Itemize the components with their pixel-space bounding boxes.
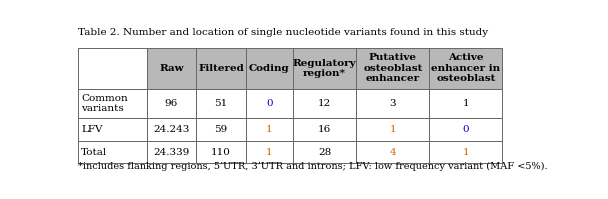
Bar: [147, 118, 196, 141]
Text: 96: 96: [165, 99, 178, 108]
Text: 1: 1: [390, 125, 396, 134]
Text: Filtered: Filtered: [198, 64, 244, 73]
Text: 24.339: 24.339: [153, 148, 190, 157]
Bar: [246, 141, 293, 163]
Bar: [429, 89, 502, 118]
Text: Coding: Coding: [249, 64, 289, 73]
Bar: [78, 118, 147, 141]
Text: 1: 1: [266, 125, 272, 134]
Text: Common
variants: Common variants: [81, 94, 128, 113]
Bar: [78, 141, 147, 163]
Text: *includes flanking regions, 5’UTR, 3’UTR and introns; LFV: low frequency variant: *includes flanking regions, 5’UTR, 3’UTR…: [78, 162, 548, 171]
Bar: [147, 89, 196, 118]
Text: Active
enhancer in
osteoblast: Active enhancer in osteoblast: [431, 54, 500, 83]
Bar: [78, 48, 147, 89]
Bar: [246, 89, 293, 118]
Text: 4: 4: [390, 148, 396, 157]
Bar: [246, 48, 293, 89]
Bar: [356, 89, 429, 118]
Bar: [147, 48, 196, 89]
Bar: [293, 118, 356, 141]
Bar: [196, 141, 246, 163]
Bar: [429, 141, 502, 163]
Text: 28: 28: [318, 148, 331, 157]
Text: 110: 110: [211, 148, 231, 157]
Bar: [356, 48, 429, 89]
Bar: [196, 89, 246, 118]
Bar: [356, 118, 429, 141]
Text: 0: 0: [266, 99, 272, 108]
Bar: [246, 118, 293, 141]
Bar: [356, 141, 429, 163]
Bar: [147, 141, 196, 163]
Text: Raw: Raw: [159, 64, 184, 73]
Text: Regulatory
region*: Regulatory region*: [292, 59, 356, 78]
Text: 0: 0: [463, 125, 469, 134]
Text: Table 2. Number and location of single nucleotide variants found in this study: Table 2. Number and location of single n…: [78, 28, 488, 37]
Text: Putative
osteoblast
enhancer: Putative osteoblast enhancer: [363, 54, 423, 83]
Text: 59: 59: [214, 125, 227, 134]
Bar: [293, 48, 356, 89]
Text: 3: 3: [390, 99, 396, 108]
Text: 1: 1: [463, 148, 469, 157]
Bar: [429, 118, 502, 141]
Text: Total: Total: [81, 148, 108, 157]
Text: 24.243: 24.243: [153, 125, 190, 134]
Bar: [78, 89, 147, 118]
Text: 12: 12: [318, 99, 331, 108]
Bar: [293, 141, 356, 163]
Text: 1: 1: [266, 148, 272, 157]
Text: 51: 51: [214, 99, 227, 108]
Text: LFV: LFV: [81, 125, 103, 134]
Text: 16: 16: [318, 125, 331, 134]
Text: 1: 1: [463, 99, 469, 108]
Bar: [196, 48, 246, 89]
Bar: [196, 118, 246, 141]
Bar: [293, 89, 356, 118]
Bar: [429, 48, 502, 89]
